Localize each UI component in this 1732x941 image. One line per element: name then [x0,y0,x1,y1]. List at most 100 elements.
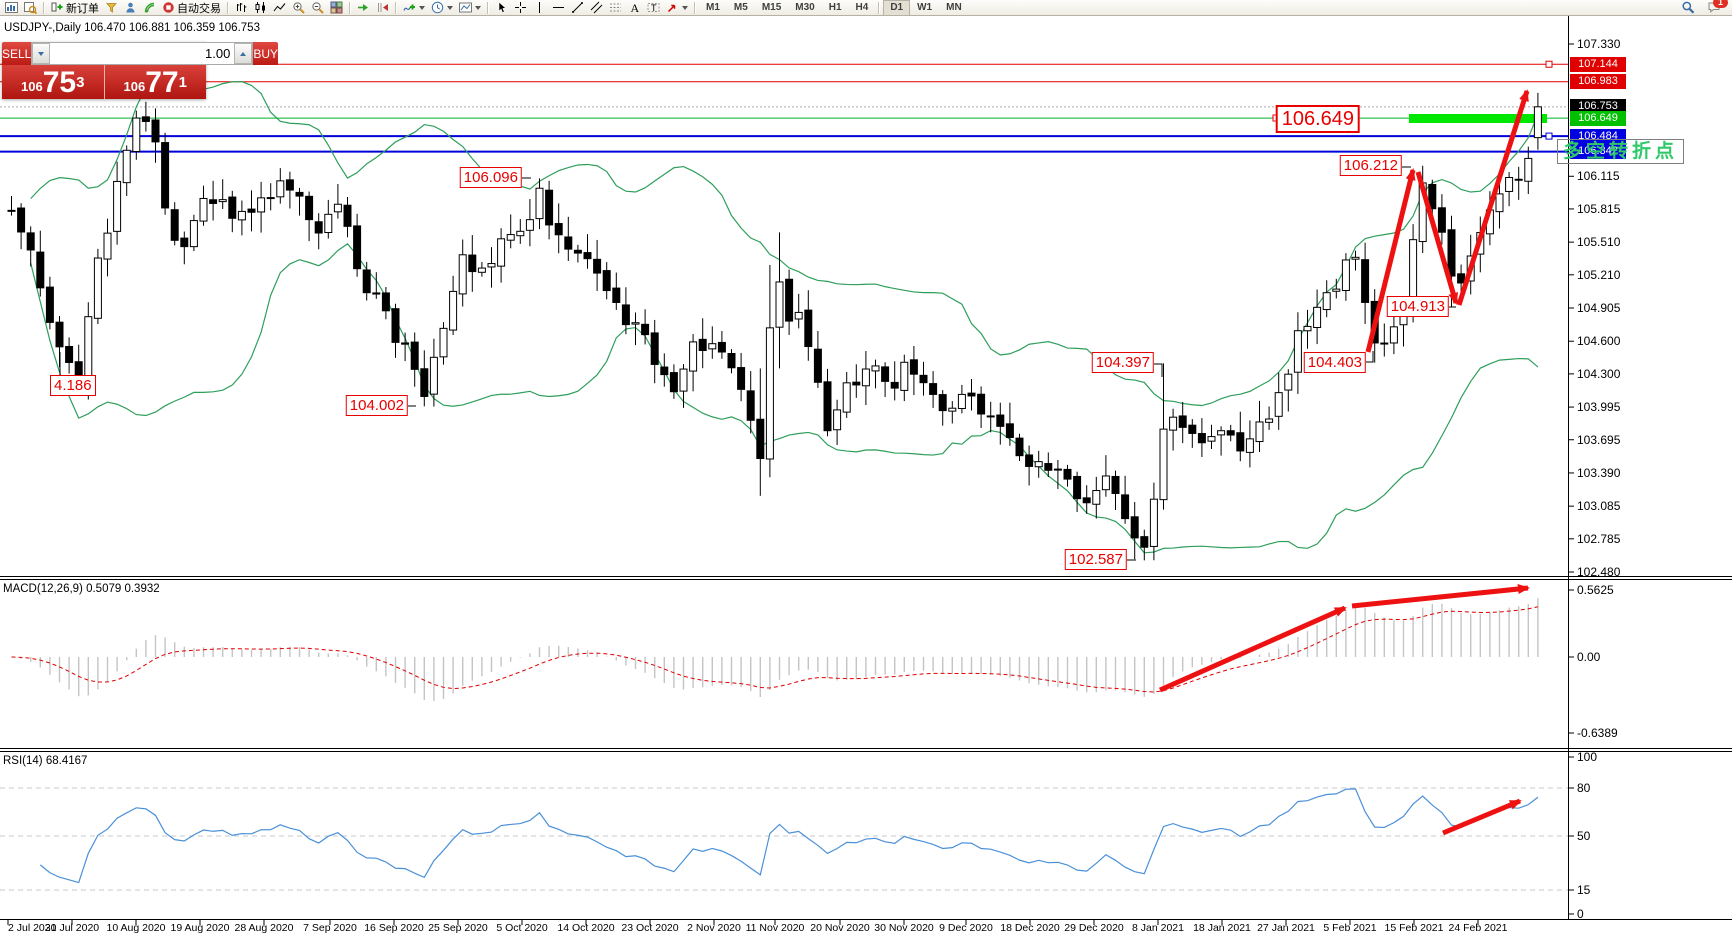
history-icon [106,3,117,13]
bar-chart-icon [237,3,247,12]
crosshair-icon [515,2,526,13]
cursor-icon [498,1,507,13]
chevron-down-icon [419,5,425,10]
timeframe-h1-button[interactable]: H1 [828,1,842,13]
chart-shift-icon [378,3,388,12]
volume-increase-button[interactable] [234,43,253,64]
zoom-out-button[interactable] [308,0,327,16]
data-preview-icon [24,2,37,14]
search-button[interactable] [1678,0,1698,16]
volume-decrease-button[interactable] [32,43,51,64]
timeframe-h4-button[interactable]: H4 [855,1,869,13]
zoom-in-button[interactable] [289,0,308,16]
toolbar-separator [43,1,45,14]
sell-price-prefix: 106 [21,79,43,94]
timeframe-m15-button[interactable]: M15 [761,1,782,13]
periods-button[interactable] [428,0,456,16]
buy-price-big: 77 [145,66,179,99]
zoom-out-icon [312,2,324,14]
new-order-icon [51,2,63,12]
sell-button[interactable]: SELL [2,42,32,65]
sell-price-sup: 3 [76,74,85,91]
chart-shift-button[interactable] [373,0,392,16]
text-button[interactable]: A [625,0,644,16]
periods-icon [431,1,444,14]
tile-windows-icon [330,1,343,14]
trendline-icon [572,2,583,13]
volume-stepper [31,42,254,65]
timeframe-m1-button[interactable]: M1 [706,1,720,13]
toolbar-separator [395,1,397,14]
timeframe-m5-button[interactable]: M5 [733,1,748,13]
zoom-in-icon [293,2,305,14]
candlestick-chart-icon [255,2,265,13]
fibonacci-button[interactable] [606,0,625,16]
auto-scroll-button[interactable] [354,0,373,16]
line-chart-icon [273,3,286,12]
search-icon [1682,1,1695,14]
chevron-down-icon [475,5,481,10]
auto-scroll-icon [358,4,368,11]
buy-price-button[interactable]: 106 77 1 [104,65,206,99]
trendline-button[interactable] [568,0,587,16]
tile-windows-button[interactable] [327,0,346,16]
label-button[interactable]: T [644,0,663,16]
sell-price-big: 75 [42,66,77,99]
chevron-down-icon [447,5,453,10]
arrows-icon [667,4,676,13]
buy-price-sup: 1 [178,74,187,91]
svg-text:T: T [651,3,657,13]
candlestick-chart-button[interactable] [251,0,270,16]
triangle-up-icon [240,51,247,56]
add-indicator-icon [403,4,415,11]
chart-window-button[interactable] [2,0,21,16]
data-preview-button[interactable] [21,0,40,16]
history-button[interactable] [102,0,121,16]
sell-price-button[interactable]: 106 75 3 [2,65,105,99]
notification-badge: 1 [1713,0,1728,8]
fibonacci-icon [610,3,621,12]
market-watch-button[interactable] [121,0,140,16]
triangle-down-icon [38,51,45,56]
toolbar-button-label: 自动交易 [177,2,221,15]
equidistant-channel-button[interactable] [587,0,606,16]
horizontal-line-icon [553,7,564,8]
timeframe-w1-button[interactable]: W1 [917,1,933,13]
add-indicator-button[interactable] [400,0,428,16]
toolbar-separator [349,1,351,14]
bar-chart-button[interactable] [232,0,251,16]
volume-input[interactable] [50,43,235,64]
toolbar-separator [227,1,229,14]
toolbar: 新订单 自动交易 A T M1 M5 M15 M30 H1 H4 D1 W1 MN 1 [0,0,1732,16]
buy-button[interactable]: BUY [253,42,279,65]
cursor-button[interactable] [492,0,511,16]
text-icon: A [631,1,640,14]
vertical-line-icon [539,2,540,13]
crosshair-button[interactable] [511,0,530,16]
vertical-line-button[interactable] [530,0,549,16]
svg-text:A: A [631,1,640,14]
chevron-down-icon [682,5,688,10]
toolbar-separator [694,1,696,14]
buy-price-prefix: 106 [123,79,146,94]
autotrading-button[interactable]: 自动交易 [159,0,224,16]
line-chart-button[interactable] [270,0,289,16]
timeframe-m30-button[interactable]: M30 [795,1,815,13]
notifications-button[interactable]: 1 [1704,0,1728,16]
toolbar-separator [487,1,489,14]
horizontal-line-button[interactable] [549,0,568,16]
timeframe-mn-button[interactable]: MN [946,1,962,13]
toolbar-button-label: 新订单 [66,2,99,15]
timeframe-d1-button[interactable]: D1 [883,0,911,16]
signals-button[interactable] [140,0,159,16]
new-order-button[interactable]: 新订单 [48,0,102,16]
market-watch-icon [126,2,135,13]
arrows-button[interactable] [663,0,691,16]
equidistant-channel-icon [590,1,603,14]
templates-button[interactable] [456,0,484,16]
autotrading-icon [163,2,174,13]
signals-icon [144,2,155,13]
